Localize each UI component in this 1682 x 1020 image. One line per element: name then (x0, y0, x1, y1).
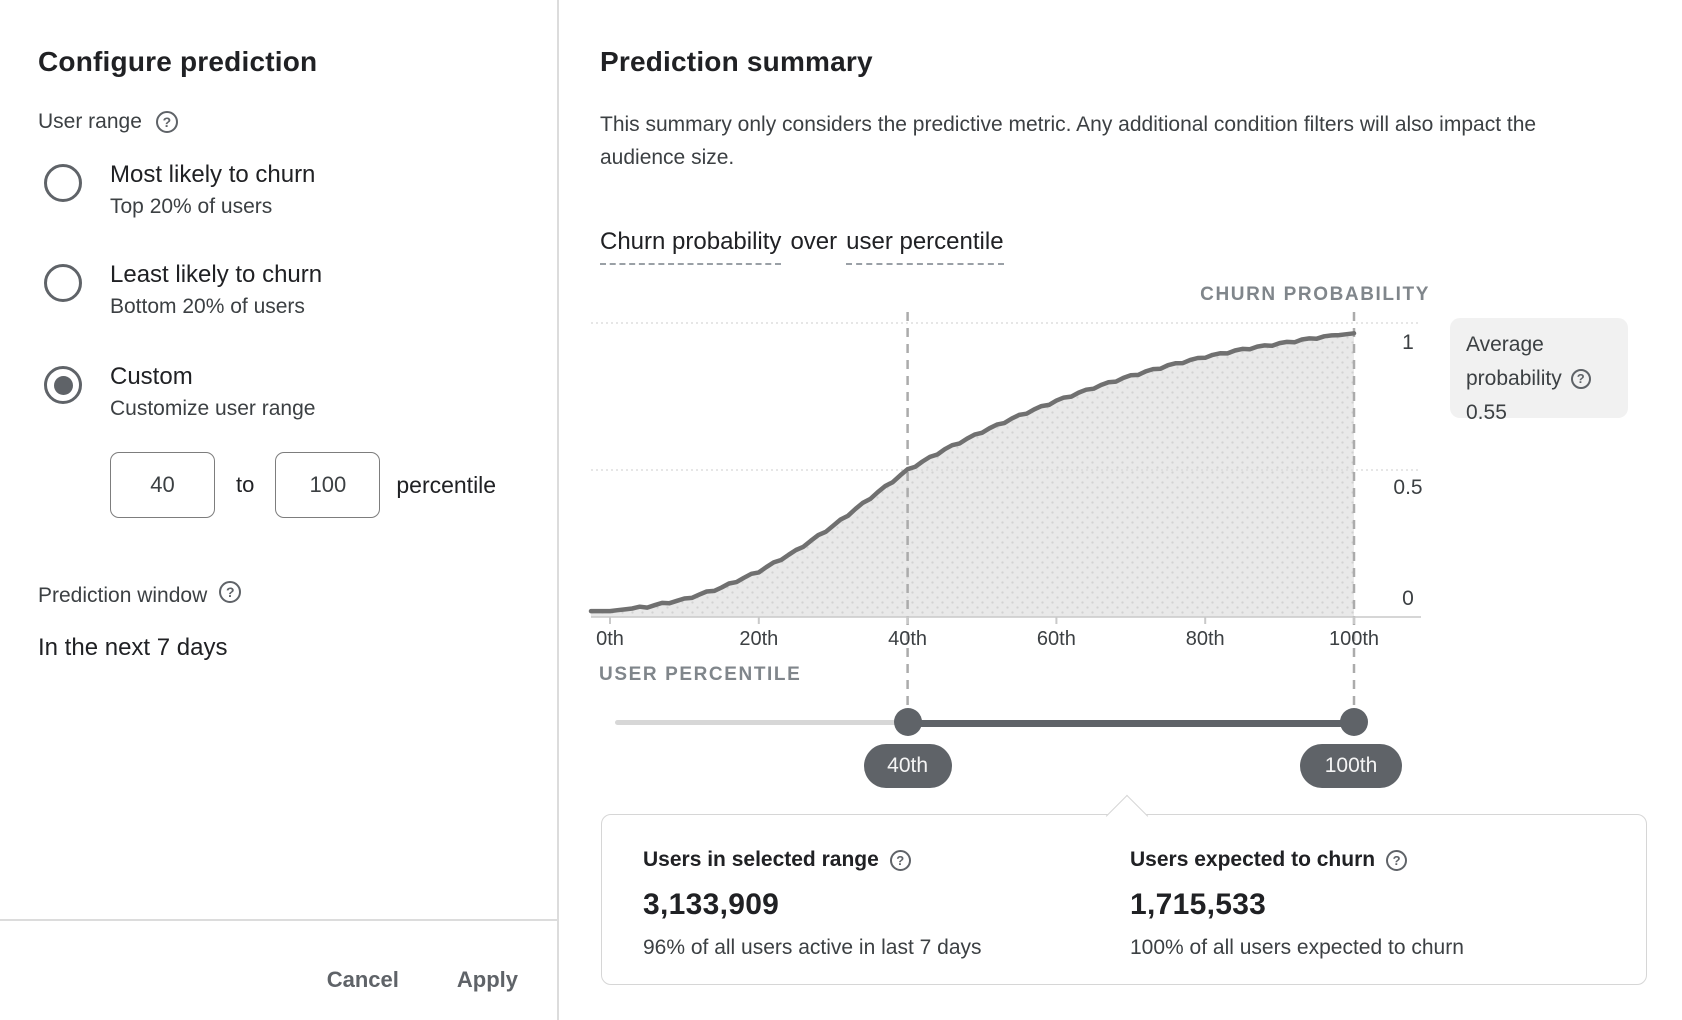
slider-handle-to[interactable] (1340, 708, 1368, 736)
x-tick-label: 100th (1328, 628, 1380, 650)
radio-option-least-likely[interactable]: Least likely to churn Bottom 20% of user… (44, 260, 322, 319)
y-tick-label: 0.5 (1393, 476, 1423, 499)
user-range-row: User range ? (38, 110, 178, 134)
chart-heading: Churn probability over user percentile (600, 228, 1004, 265)
radio-least-likely-icon[interactable] (44, 264, 82, 302)
custom-range-inputs: to percentile (110, 452, 496, 518)
x-tick-label: 60th (1036, 628, 1076, 650)
average-probability-line2: probability (1466, 367, 1562, 390)
radio-option-custom[interactable]: Custom Customize user range (44, 362, 315, 421)
apply-button[interactable]: Apply (456, 967, 518, 992)
radio-option-most-likely[interactable]: Most likely to churn Top 20% of users (44, 160, 315, 219)
chart-heading-mid: over (790, 228, 838, 255)
stat-users-expected-churn: Users expected to churn ? 1,715,533 100%… (1130, 848, 1464, 960)
x-ticks (609, 617, 1355, 624)
average-probability-line1: Average (1466, 333, 1544, 356)
users-in-range-help-icon[interactable]: ? (889, 849, 911, 871)
x-tick-label: 0th (596, 628, 624, 650)
slider-pill-from: 40th (863, 744, 952, 788)
percentile-slider-selected-track[interactable] (907, 719, 1354, 727)
users-churn-caption: 100% of all users expected to churn (1130, 936, 1464, 959)
users-churn-help-icon[interactable]: ? (1386, 849, 1408, 871)
radio-most-likely-icon[interactable] (44, 164, 82, 202)
dialog-actions: Cancel Apply (0, 950, 558, 1010)
radio-custom-icon[interactable] (44, 366, 82, 404)
chart-heading-term-churn-probability[interactable]: Churn probability (600, 228, 782, 265)
prediction-window-help-icon[interactable]: ? (219, 581, 242, 603)
average-probability-value: 0.55 (1466, 401, 1507, 424)
selection-dashed-lines (906, 312, 1356, 710)
x-tick-label: 80th (1185, 628, 1225, 650)
users-in-range-value: 3,133,909 (643, 888, 780, 921)
y-tick-label: 0 (1402, 587, 1414, 610)
radio-most-likely-sublabel: Top 20% of users (110, 195, 273, 218)
radio-custom-label[interactable]: Custom (110, 363, 193, 390)
users-churn-value: 1,715,533 (1130, 888, 1267, 921)
footer-divider (0, 919, 558, 921)
prediction-window-value: In the next 7 days (38, 634, 228, 661)
user-range-help-icon[interactable]: ? (155, 111, 178, 133)
prediction-summary-title: Prediction summary (600, 46, 873, 77)
users-in-range-caption: 96% of all users active in last 7 days (643, 936, 982, 959)
panel-divider (557, 0, 559, 1020)
slider-pill-to: 100th (1300, 744, 1402, 788)
radio-most-likely-label[interactable]: Most likely to churn (110, 161, 316, 188)
prediction-window-label: Prediction window (38, 584, 208, 607)
x-tick-label: 20th (739, 628, 779, 650)
user-percentile-axis-title: USER PERCENTILE (599, 664, 802, 685)
average-probability-box: Average probability ? 0.55 (1450, 318, 1628, 424)
user-range-label: User range (38, 110, 142, 133)
average-probability-help-icon[interactable]: ? (1570, 369, 1591, 389)
gridlines (591, 322, 1421, 471)
cancel-button[interactable]: Cancel (326, 967, 399, 992)
churn-curve (588, 331, 1357, 614)
radio-least-likely-label[interactable]: Least likely to churn (110, 261, 323, 288)
slider-handle-from[interactable] (893, 708, 922, 736)
to-label: to (236, 472, 255, 497)
configure-prediction-title: Configure prediction (38, 46, 318, 77)
prediction-window-row: Prediction window ? (38, 581, 242, 608)
y-tick-label: 1 (1402, 331, 1414, 354)
stat-users-in-range: Users in selected range ? 3,133,909 96% … (643, 848, 982, 960)
users-in-range-label: Users in selected range (643, 848, 879, 871)
x-tick-label: 40th (888, 628, 928, 650)
chart-heading-term-user-percentile[interactable]: user percentile (846, 228, 1004, 265)
users-churn-label: Users expected to churn (1130, 848, 1376, 871)
percentile-slider-track[interactable] (615, 720, 908, 725)
range-from-input[interactable] (110, 452, 215, 518)
radio-least-likely-sublabel: Bottom 20% of users (110, 295, 305, 318)
churn-probability-chart (588, 312, 1421, 710)
churn-probability-axis-title: CHURN PROBABILITY (1200, 284, 1430, 305)
prediction-summary-description: This summary only considers the predicti… (600, 113, 1537, 169)
churn-area (591, 333, 1354, 617)
stats-card (601, 814, 1647, 985)
range-to-input[interactable] (275, 452, 381, 518)
radio-custom-sublabel: Customize user range (110, 397, 316, 420)
percentile-label: percentile (396, 471, 497, 498)
